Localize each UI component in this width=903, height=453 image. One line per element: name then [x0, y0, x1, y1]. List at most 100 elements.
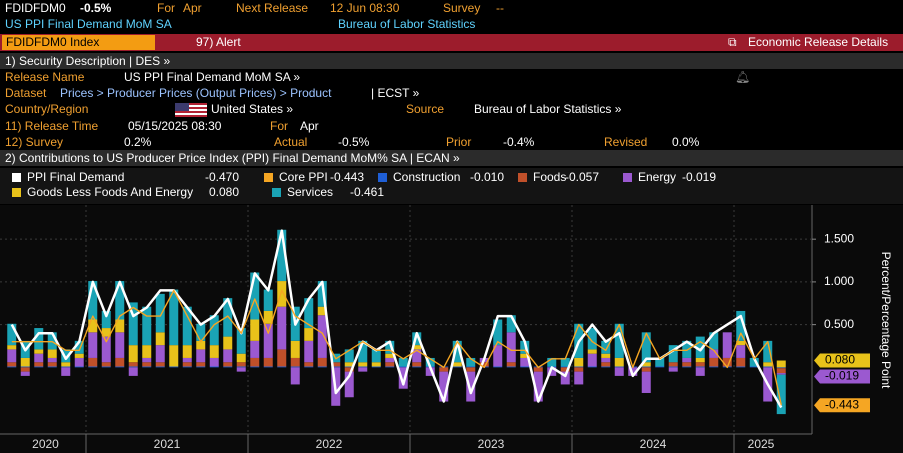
dataset-code[interactable]: | ECST » [371, 86, 420, 100]
revised-label: Revised [604, 135, 648, 149]
bar-segment [7, 323, 17, 346]
bar-segment [196, 366, 206, 368]
for-label: For [270, 119, 288, 133]
bar-segment [709, 357, 719, 367]
bar-segment [115, 366, 125, 368]
bar-segment [776, 368, 786, 374]
legend-label: Services [287, 185, 333, 199]
bar-segment [34, 362, 44, 367]
bar-segment [412, 362, 422, 367]
change: -0.5% [80, 1, 112, 15]
bar-segment [128, 345, 138, 363]
bar-segment [398, 367, 408, 389]
bar-segment [34, 366, 44, 368]
bar-segment [250, 272, 260, 320]
bar-segment [290, 366, 300, 368]
next-release-label: Next Release [236, 1, 309, 15]
source-value[interactable]: Bureau of Labor Statistics » [474, 102, 622, 116]
bar-segment [115, 319, 125, 333]
bar-segment [236, 366, 246, 368]
bar-segment [736, 310, 746, 341]
bar-segment [317, 281, 327, 307]
section-title[interactable]: 1) Security Description | DES » [5, 54, 171, 68]
bar-segment [88, 319, 98, 333]
bar-segment [263, 289, 273, 311]
bar-segment [34, 328, 44, 350]
bar-segment [196, 323, 206, 341]
bar-segment [182, 362, 192, 367]
x-tick-label: 2021 [154, 437, 181, 451]
ticker: FDIDFDM0 [5, 1, 66, 15]
bar-segment [304, 340, 314, 363]
prior: -0.4% [503, 135, 535, 149]
source: Bureau of Labor Statistics [338, 17, 476, 31]
legend-value: -0.461 [350, 185, 384, 199]
release-time-label: 11) Release Time [5, 119, 99, 133]
bar-segment [358, 367, 368, 372]
bar-segment [317, 357, 327, 367]
bar-segment [169, 366, 179, 368]
bar-segment [614, 357, 624, 367]
bar-segment [574, 366, 584, 368]
bar-segment [209, 315, 219, 346]
bar-segment [736, 340, 746, 346]
bar-segment [155, 293, 165, 333]
legend-swatch [518, 173, 527, 182]
bar-segment [520, 366, 530, 368]
bar-segment [763, 366, 773, 368]
bar-segment [344, 362, 354, 367]
line [11, 289, 782, 406]
legend-value: -0.010 [470, 170, 504, 184]
bar-segment [574, 367, 584, 372]
country[interactable]: United States » [211, 102, 294, 116]
details-button[interactable]: Economic Release Details [748, 35, 889, 49]
bar-segment [574, 371, 584, 385]
bar-segment [7, 345, 17, 350]
bar-segment [452, 362, 462, 367]
security[interactable]: FDIDFDM0 Index [6, 35, 100, 49]
bar-segment [304, 298, 314, 329]
bar-segment [398, 357, 408, 367]
y-tick-label: 0.500 [824, 317, 854, 331]
bell-icon[interactable]: 🔔︎ [735, 70, 751, 84]
bar-segment [88, 357, 98, 367]
bar-segment [425, 367, 435, 376]
legend-swatch [272, 188, 281, 197]
security-box[interactable] [2, 35, 155, 50]
survey-label: Survey [443, 1, 481, 15]
bar-segment [331, 362, 341, 367]
bar-segment [668, 366, 678, 368]
bar-segment [560, 357, 570, 367]
bar-segment [560, 366, 570, 368]
alert-button[interactable]: 97) Alert [196, 35, 241, 49]
flag [175, 103, 207, 117]
survey-value: -- [496, 1, 504, 15]
bar-segment [128, 367, 138, 376]
country-label: Country/Region [5, 102, 89, 116]
bar-segment [101, 336, 111, 363]
bar-segment [61, 367, 71, 376]
bar-segment [277, 349, 287, 367]
bar-segment [196, 349, 206, 363]
bar-segment [547, 357, 557, 367]
bar-segment [533, 371, 543, 402]
bar-segment [547, 367, 557, 376]
dataset-path[interactable]: Prices > Producer Prices (Output Prices)… [60, 86, 332, 100]
bar-segment [736, 345, 746, 358]
bar-segment [520, 357, 530, 367]
bar-segment [709, 332, 719, 350]
x-tick-label: 2023 [478, 437, 505, 451]
bar-segment [682, 366, 692, 368]
for-label: For [157, 1, 175, 15]
bar-segment [277, 229, 287, 282]
bar-segment [506, 366, 516, 368]
bar-segment [385, 353, 395, 358]
bar-segment [101, 362, 111, 367]
release-name[interactable]: US PPI Final Demand MoM SA » [124, 70, 301, 84]
bar-segment [74, 366, 84, 368]
bar-segment [317, 306, 327, 316]
bar-segment [115, 281, 125, 320]
bar-segment [776, 374, 786, 415]
legend-label: PPI Final Demand [27, 170, 124, 184]
chart-title[interactable]: 2) Contributions to US Producer Price In… [5, 151, 460, 165]
